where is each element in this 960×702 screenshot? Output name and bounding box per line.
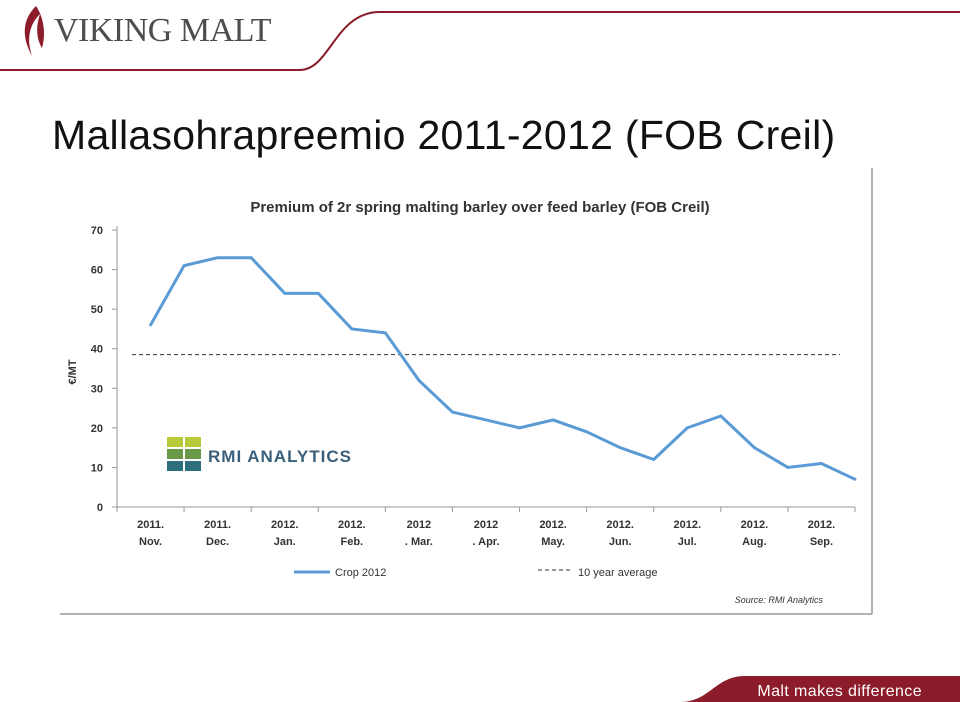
x-tick-label-month: Feb. bbox=[341, 536, 364, 548]
x-tick-label-year: 2012. bbox=[808, 519, 836, 531]
x-tick-label-month: . Apr. bbox=[472, 536, 499, 548]
x-tick-label-month: Jun. bbox=[609, 536, 632, 548]
data-point bbox=[484, 418, 488, 422]
y-tick-label: 40 bbox=[91, 344, 103, 356]
y-axis-label: €/MT bbox=[67, 359, 79, 384]
data-point bbox=[652, 458, 656, 461]
rmi-logo-text: RMI ANALYTICS bbox=[208, 447, 352, 466]
legend: Crop 2012 10 year average bbox=[294, 567, 658, 579]
data-point bbox=[719, 414, 723, 418]
data-point bbox=[383, 331, 387, 335]
x-tick-label-year: 2012. bbox=[606, 519, 634, 531]
data-point bbox=[786, 466, 790, 469]
y-axis: 0 10 20 30 40 50 60 70 bbox=[91, 225, 118, 514]
data-point bbox=[853, 477, 857, 481]
y-tick-label: 60 bbox=[91, 265, 103, 277]
viking-malt-logo: VIKING MALT bbox=[20, 4, 272, 58]
x-tick-label-year: 2012. bbox=[539, 519, 567, 531]
x-tick-label-year: 2012. bbox=[271, 519, 299, 531]
x-tick-label-year: 2011. bbox=[204, 519, 231, 531]
x-tick-label-month: . Mar. bbox=[405, 536, 433, 548]
y-tick-label: 0 bbox=[97, 502, 103, 514]
series-lines bbox=[149, 256, 857, 481]
data-point bbox=[316, 291, 320, 295]
data-point bbox=[149, 323, 152, 327]
x-tick-label-year: 2012 bbox=[407, 519, 431, 531]
data-point bbox=[752, 446, 756, 450]
footer-band bbox=[680, 676, 960, 702]
data-point bbox=[182, 264, 186, 268]
logo-text: VIKING MALT bbox=[54, 12, 272, 49]
legend-label-10-year-average: 10 year average bbox=[578, 567, 658, 579]
data-point bbox=[283, 291, 287, 295]
footer-tagline: Malt makes difference bbox=[757, 683, 922, 700]
x-tick-label-year: 2012. bbox=[741, 519, 769, 531]
flame-icon bbox=[24, 6, 44, 56]
data-point bbox=[350, 327, 354, 331]
y-tick-label: 10 bbox=[91, 462, 103, 474]
source-note: Source: RMI Analytics bbox=[735, 595, 824, 605]
y-tick-label: 70 bbox=[91, 225, 103, 237]
x-tick-label-month: Jan. bbox=[274, 536, 296, 548]
data-point bbox=[618, 446, 622, 450]
x-tick-label-year: 2012. bbox=[674, 519, 702, 531]
y-tick-label: 50 bbox=[91, 304, 103, 316]
x-tick-label-month: Nov. bbox=[139, 536, 162, 548]
data-point bbox=[451, 410, 454, 414]
data-point bbox=[249, 256, 253, 260]
data-point bbox=[518, 426, 521, 430]
data-point bbox=[685, 426, 689, 430]
rmi-logo: RMI ANALYTICS bbox=[167, 437, 352, 471]
chart-title: Premium of 2r spring malting barley over… bbox=[250, 199, 709, 216]
x-tick-label-year: 2011. bbox=[137, 519, 164, 531]
y-tick-label: 20 bbox=[91, 423, 103, 435]
x-tick-label-month: Jul. bbox=[678, 536, 697, 548]
rmi-logo-icon bbox=[167, 437, 201, 471]
x-tick-label-month: Dec. bbox=[206, 536, 229, 548]
x-tick-label-year: 2012. bbox=[338, 519, 366, 531]
x-tick-label-month: Aug. bbox=[742, 536, 766, 548]
x-tick-label-year: 2012 bbox=[474, 519, 498, 531]
data-point bbox=[585, 430, 589, 434]
data-point bbox=[551, 418, 555, 422]
slide-title: Mallasohrapreemio 2011-2012 (FOB Creil) bbox=[52, 112, 836, 158]
x-axis: 2011. Nov. 2011. Dec. 2012. Jan. 2012. Feb. 2012… bbox=[116, 506, 856, 548]
x-tick-label-month: May. bbox=[541, 536, 565, 548]
y-tick-label: 30 bbox=[91, 383, 103, 395]
data-point bbox=[417, 378, 421, 382]
header-band bbox=[0, 11, 960, 71]
chart-frame: Premium of 2r spring malting barley over… bbox=[60, 168, 873, 615]
data-point bbox=[820, 462, 823, 465]
data-point bbox=[216, 256, 220, 260]
series-line-crop-2012 bbox=[149, 256, 856, 481]
legend-label-crop-2012: Crop 2012 bbox=[335, 567, 386, 579]
x-tick-label-month: Sep. bbox=[810, 536, 833, 548]
